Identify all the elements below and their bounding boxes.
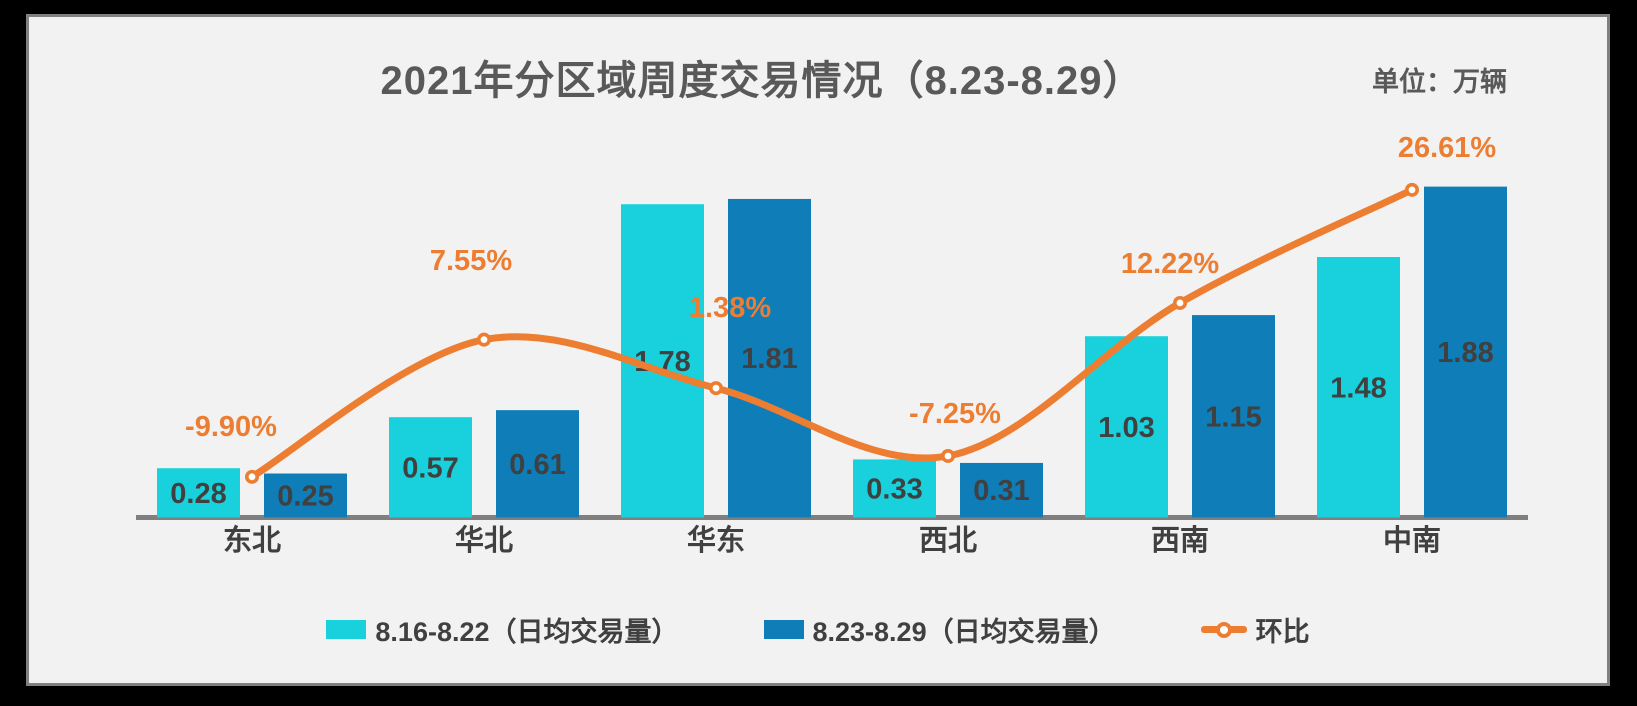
bar-week1	[157, 468, 240, 518]
legend-item-week1: 8.16-8.22（日均交易量）	[326, 610, 679, 649]
legend-item-week2: 8.23-8.29（日均交易量）	[763, 610, 1116, 649]
category-label: 华北	[455, 524, 513, 557]
legend-swatch-week1	[326, 620, 367, 639]
legend-item-ratio: 环比	[1200, 610, 1310, 649]
bar-value-label: 0.33	[866, 473, 922, 505]
bar-value-label: 0.61	[509, 449, 565, 481]
line-marker	[1405, 182, 1420, 197]
bar-week2	[728, 198, 811, 518]
legend: 8.16-8.22（日均交易量） 8.23-8.29（日均交易量） 环比	[26, 610, 1610, 649]
bar-value-label: 0.57	[402, 452, 458, 484]
category-label: 东北	[223, 523, 281, 557]
bar-value-label: 1.15	[1205, 401, 1261, 433]
pct-label: -7.25%	[909, 398, 1001, 430]
trend-line	[248, 186, 1416, 481]
bar-week2	[264, 473, 347, 518]
pct-label: 12.22%	[1121, 248, 1220, 280]
line-marker	[245, 469, 260, 484]
bar-value-label: 1.48	[1330, 372, 1386, 404]
bar-value-label: 1.88	[1437, 337, 1493, 369]
line-marker	[708, 381, 723, 396]
legend-label-week2: 8.23-8.29（日均交易量）	[812, 617, 1116, 647]
bar-value-label: 0.31	[973, 475, 1029, 507]
bar-value-label: 0.25	[277, 481, 333, 513]
line-marker	[1173, 295, 1188, 310]
legend-label-ratio: 环比	[1255, 617, 1310, 647]
bar-value-label: 1.03	[1098, 412, 1154, 444]
chart-title: 2021年分区域周度交易情况（8.23-8.29）	[380, 59, 1144, 103]
legend-line-marker-icon	[1200, 621, 1247, 638]
bar-week1	[389, 417, 472, 518]
pct-label: 1.38%	[689, 292, 771, 324]
pct-label: 7.55%	[430, 245, 512, 277]
bar-week2	[1192, 315, 1275, 518]
line-marker	[476, 332, 491, 347]
unit-label: 单位：万辆	[1372, 67, 1507, 97]
bar-value-label: 0.28	[170, 478, 226, 510]
line-marker	[940, 448, 955, 463]
bar-week2	[960, 462, 1043, 518]
category-label: 西北	[919, 524, 977, 557]
category-label: 中南	[1383, 524, 1441, 557]
bar-week2	[1424, 186, 1507, 518]
pct-label: 26.61%	[1398, 132, 1497, 164]
bar-week1	[1317, 257, 1400, 518]
legend-swatch-week2	[763, 620, 804, 639]
bar-week2	[496, 410, 579, 518]
bar-value-label: 1.81	[741, 343, 797, 375]
x-axis	[136, 515, 1528, 520]
pct-label: -9.90%	[185, 411, 277, 443]
category-label: 西南	[1151, 524, 1209, 557]
bar-week1	[853, 459, 936, 518]
legend-label-week1: 8.16-8.22（日均交易量）	[375, 617, 679, 647]
category-label: 华东	[687, 523, 745, 557]
